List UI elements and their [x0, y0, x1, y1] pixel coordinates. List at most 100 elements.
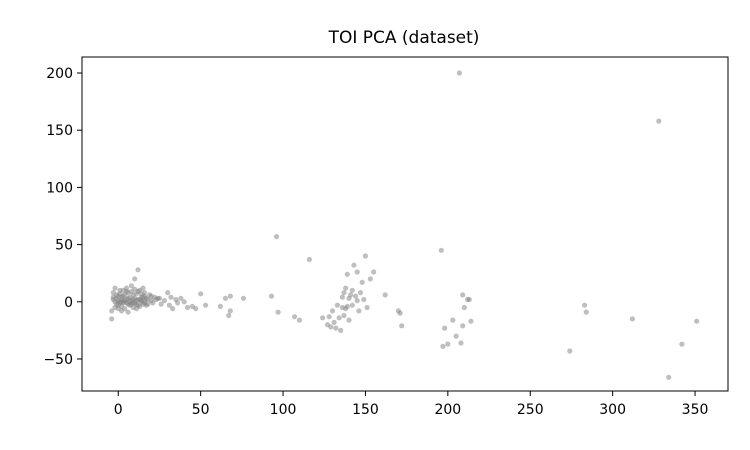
- data-point: [227, 308, 233, 314]
- y-tick-label: 0: [64, 295, 73, 311]
- data-point: [442, 325, 448, 331]
- data-point: [460, 323, 466, 329]
- data-point: [198, 291, 204, 297]
- x-tick-label: 200: [434, 402, 461, 418]
- data-point: [306, 256, 312, 263]
- data-point: [178, 295, 184, 301]
- data-point: [132, 276, 138, 282]
- x-tick-label: 350: [682, 402, 709, 418]
- x-tick-label: 50: [192, 402, 210, 418]
- data-point: [334, 302, 340, 308]
- data-point: [117, 287, 123, 293]
- data-point: [440, 343, 446, 349]
- data-point: [140, 285, 146, 291]
- data-point: [371, 269, 377, 275]
- data-point: [338, 327, 344, 333]
- data-point: [203, 302, 209, 308]
- data-point: [461, 304, 467, 311]
- data-point: [161, 298, 167, 304]
- data-point: [130, 300, 136, 306]
- data-point: [296, 317, 303, 323]
- data-point: [181, 299, 187, 305]
- data-point: [582, 302, 588, 308]
- data-point: [222, 295, 228, 301]
- data-point: [567, 348, 573, 354]
- data-point: [227, 293, 233, 299]
- data-point: [349, 287, 355, 293]
- data-point: [346, 317, 352, 323]
- data-point: [170, 306, 176, 312]
- data-point: [349, 302, 355, 308]
- data-point: [364, 304, 370, 311]
- data-point: [694, 318, 700, 324]
- data-point: [125, 309, 131, 315]
- data-point: [351, 262, 357, 268]
- data-point: [361, 296, 367, 303]
- y-tick-label: 50: [55, 238, 73, 254]
- data-point: [268, 293, 275, 299]
- x-tick-label: 150: [352, 402, 379, 418]
- data-point: [329, 308, 336, 314]
- data-point: [128, 283, 134, 289]
- data-point: [226, 312, 232, 319]
- data-point: [120, 293, 126, 299]
- data-point: [109, 308, 115, 314]
- data-point: [344, 271, 350, 277]
- data-point: [348, 292, 354, 298]
- data-point: [367, 276, 373, 282]
- data-point: [193, 306, 199, 312]
- data-point: [175, 300, 181, 306]
- x-tick-label: 300: [599, 402, 626, 418]
- data-point: [155, 295, 161, 301]
- data-point: [165, 290, 171, 296]
- data-point: [273, 234, 280, 240]
- data-point: [341, 312, 347, 319]
- data-point: [331, 319, 337, 325]
- data-point: [354, 298, 360, 304]
- data-point: [466, 296, 472, 303]
- data-point: [328, 324, 334, 330]
- data-point: [326, 314, 332, 320]
- x-axis: 0 50 100 150 200 250 300 350: [114, 391, 709, 418]
- data-point: [341, 290, 347, 296]
- x-tick-label: 0: [114, 402, 123, 418]
- data-point: [158, 301, 164, 307]
- data-point: [354, 269, 360, 275]
- data-point: [353, 293, 359, 299]
- data-points: [109, 70, 700, 380]
- data-point: [397, 310, 403, 316]
- x-tick-label: 100: [270, 402, 297, 418]
- data-point: [468, 318, 474, 324]
- data-point: [336, 315, 342, 321]
- data-point: [356, 308, 362, 314]
- data-point: [583, 309, 589, 315]
- data-point: [112, 299, 118, 305]
- data-point: [458, 340, 464, 346]
- chart-title: TOI PCA (dataset): [328, 28, 480, 48]
- y-axis: −50 0 50 100 150 200: [43, 66, 82, 368]
- y-tick-label: 100: [46, 180, 73, 196]
- data-point: [399, 323, 405, 329]
- data-point: [112, 285, 118, 291]
- data-point: [150, 300, 156, 306]
- data-point: [453, 333, 459, 339]
- data-point: [109, 316, 115, 322]
- y-tick-label: 150: [46, 123, 73, 139]
- data-point: [339, 294, 345, 300]
- data-point: [450, 317, 456, 323]
- data-point: [362, 253, 368, 259]
- data-point: [135, 267, 141, 273]
- data-point: [438, 247, 444, 253]
- data-point: [333, 325, 339, 331]
- y-tick-label: −50: [43, 352, 73, 368]
- data-point: [344, 303, 350, 309]
- x-tick-label: 250: [517, 402, 544, 418]
- data-point: [460, 292, 466, 298]
- data-point: [359, 279, 365, 285]
- data-point: [343, 285, 349, 291]
- data-point: [217, 303, 223, 309]
- data-point: [666, 374, 672, 380]
- data-point: [166, 302, 172, 308]
- data-point: [148, 293, 154, 299]
